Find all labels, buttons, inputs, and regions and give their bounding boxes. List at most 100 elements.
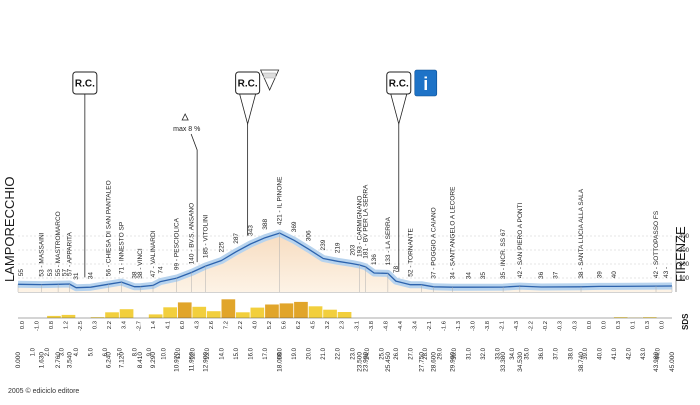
distance-label: 9.290	[150, 352, 157, 369]
rc-label: R.C.	[238, 79, 258, 90]
gradient-label: 2.2	[107, 321, 113, 329]
gradient-label: -3.8	[485, 321, 491, 331]
gradient-bar	[280, 303, 294, 318]
gradient-label: 0.0	[601, 321, 607, 329]
gradient-label: -2.1	[500, 321, 506, 331]
distance-label: 27.750	[418, 352, 425, 372]
km-label: 32.0	[481, 347, 487, 359]
distance-label: 3.540	[66, 352, 73, 369]
info-icon-letter: i	[423, 74, 428, 94]
distance-label: 18.000	[277, 352, 284, 372]
elevation-label: 38 - VINCI	[137, 248, 144, 279]
gradient-label: 0.8	[49, 321, 55, 329]
gradient-label: 6.0	[180, 321, 186, 329]
elevation-label: 52 - TORNANTE	[407, 228, 414, 277]
km-label: 2.0	[45, 347, 51, 356]
gradient-label: -3.4	[412, 320, 418, 331]
gradient-label: 0.0	[587, 321, 593, 329]
distance-label: 2.760	[55, 352, 62, 369]
gradient-bar	[207, 311, 221, 318]
elevation-label: 39	[596, 271, 603, 279]
km-label: 10.0	[161, 347, 167, 359]
km-label: 34.0	[510, 347, 516, 359]
elevation-label: 287	[233, 233, 240, 244]
finish-label: FIRENZE	[673, 226, 688, 282]
gradient-bar	[47, 316, 61, 318]
profile-code: SDS	[681, 313, 690, 330]
km-label: 38.0	[568, 347, 574, 359]
distance-label: 29.900	[450, 352, 457, 372]
elevation-label: 55 - MASTROMARCO	[55, 211, 62, 276]
gradient-label: 0.3	[616, 321, 622, 329]
rc-label: R.C.	[75, 79, 95, 90]
elevation-label: 57 - APPARITA	[66, 232, 73, 276]
km-label: 35.0	[525, 347, 531, 359]
gradient-label: 5.2	[267, 321, 273, 329]
gradient-label: -2.5	[78, 321, 84, 331]
elevation-label: 225	[219, 241, 226, 252]
gradient-label: 2.6	[209, 321, 215, 329]
gradient-bar	[309, 306, 323, 318]
elevation-label: 306	[306, 230, 313, 241]
distance-label: 25.450	[385, 352, 392, 372]
km-label: 20.0	[307, 347, 313, 359]
gradient-bar	[149, 314, 163, 318]
gradient-label: -3.0	[471, 321, 477, 331]
gradient-label: -2.2	[529, 321, 535, 331]
km-label: 37.0	[554, 347, 560, 359]
elevation-label: 40	[611, 271, 618, 279]
elevation-label: 43 -	[663, 267, 670, 278]
distance-label: 38.740	[578, 352, 585, 372]
gradient-label: -4.4	[398, 320, 404, 331]
km-label: 23.0	[350, 347, 356, 359]
rc-label: R.C.	[389, 79, 409, 90]
gradient-label: 4.1	[165, 321, 171, 329]
km-label: 41.0	[612, 347, 618, 359]
elevation-label: 56 - CHIESA DI SAN PANTALEO	[106, 180, 113, 276]
gradient-label: -1.6	[442, 321, 448, 331]
distance-label: 23.900	[362, 352, 369, 372]
gradient-label: -0.2	[543, 321, 549, 331]
km-label: 4.0	[74, 347, 80, 356]
km-label: 19.0	[292, 347, 298, 359]
gradient-label: -4.3	[514, 321, 520, 331]
gradient-label: -4.8	[383, 321, 389, 331]
elevation-label: 136	[371, 254, 378, 265]
km-label: 17.0	[263, 347, 269, 359]
gradient-bar	[192, 307, 206, 318]
elevation-label: 47 - VALINARDI	[150, 230, 157, 277]
elevation-label: 219	[335, 242, 342, 253]
distance-label: 6.240	[106, 352, 113, 369]
elevation-label: 31	[73, 272, 80, 280]
elevation-label: 55	[18, 269, 25, 277]
max-grade-label: max 8 %	[173, 126, 200, 133]
gradient-label: 1.4	[151, 320, 157, 329]
callout-leader	[391, 94, 407, 124]
distance-label: 8.410	[137, 352, 144, 369]
elevation-label: 388	[262, 218, 269, 229]
distance-label: 7.120	[119, 352, 126, 369]
gradient-label: 3.2	[325, 321, 331, 329]
gradient-bar	[251, 308, 265, 318]
elevation-label: 140 - BV.S. ANSANO	[189, 203, 196, 265]
elevation-label: 37	[553, 271, 560, 279]
gradient-bar	[294, 302, 308, 318]
gradient-label: 4.0	[253, 321, 259, 329]
elevation-label: 203	[349, 244, 356, 255]
distance-label: 33.380	[500, 352, 507, 372]
elevation-label: 53 - MASSAINI	[39, 232, 46, 276]
elevation-label: 53	[47, 269, 54, 277]
elevation-label: 38 - SANTA LUCIA ALLA SALA	[578, 188, 585, 279]
distance-label: 28.600	[431, 352, 438, 372]
distance-label: 1.630	[39, 352, 46, 369]
gradient-label: 0.3	[93, 321, 99, 329]
km-label: 26.0	[394, 347, 400, 359]
elevation-label: 239	[320, 239, 327, 250]
gradient-bar	[105, 312, 119, 318]
elevation-label: 185 - VITOLINI	[203, 214, 210, 258]
elevation-label: 369	[291, 221, 298, 232]
elevation-label: 34	[466, 272, 473, 280]
gradient-bar	[120, 309, 134, 318]
